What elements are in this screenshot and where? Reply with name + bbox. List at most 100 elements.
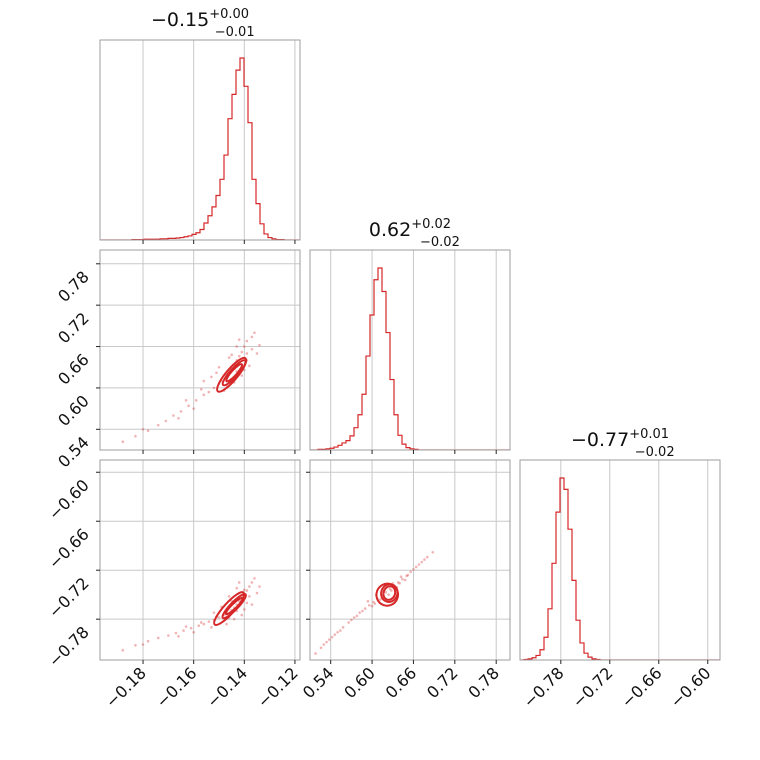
panel-frame [309,249,511,451]
sample-point [250,581,254,584]
sample-point [202,379,206,383]
sample-point [141,428,145,431]
sample-point [212,386,216,390]
title-median: 0.62 [369,219,411,241]
sample-point [361,609,364,613]
sample-point [248,364,251,368]
sample-point [240,374,244,377]
sample-point [177,416,180,420]
histogram-step-line [100,57,300,240]
sample-point [255,352,259,355]
x-tick-label: −0.16 [152,663,200,711]
panel-title-3: −0.77+0.01 [571,427,669,451]
sample-point [146,639,150,643]
panel-frame [99,459,301,661]
sample-point [387,593,390,596]
sample-point [179,410,183,413]
sample-point [167,634,170,637]
sample-point [199,621,203,624]
sample-point [390,589,393,592]
sample-point [197,624,201,628]
sample-point [396,581,400,584]
y-tick-label: −0.60 [45,476,93,524]
sample-point [182,629,185,632]
sample-point [156,423,160,427]
title-plus-error: +0.01 [629,427,669,442]
x-tick-label: −0.60 [666,663,714,711]
sample-point [174,631,178,635]
sample-point [232,617,236,621]
sample-point [333,633,337,636]
sample-point [227,356,231,359]
hist-panel-2 [309,249,511,451]
x-tick-label: −0.12 [254,663,302,711]
x-tick-label: 0.78 [464,663,503,702]
sample-point [189,626,193,630]
sample-point [202,393,206,397]
scatter-panel-1-3 [99,459,301,661]
sample-point [227,595,231,598]
panel-frame [309,459,511,661]
x-tick-label: −0.78 [520,663,568,711]
sample-point [405,574,408,578]
x-tick-label: −0.72 [569,663,617,711]
sample-point [339,629,342,632]
sample-point [409,570,412,574]
sample-point [322,643,326,646]
y-tick-label: 0.66 [54,350,93,389]
histogram-step-line [310,267,510,450]
density-contour [213,591,246,626]
sample-point [245,339,249,343]
y-tick-label: −0.72 [45,574,93,622]
panel-title-1: −0.15+0.00 [151,7,249,31]
sample-point [384,590,388,594]
sample-point [192,630,195,634]
sample-point [134,644,137,647]
title-plus-error: +0.02 [411,217,451,232]
density-contour [225,363,244,383]
sample-point [347,621,350,624]
sample-point [370,604,374,608]
sample-point [403,578,407,582]
sample-point [330,635,334,639]
scatter-content [314,550,435,655]
sample-point [164,419,168,423]
sample-point [401,577,404,581]
title-median: −0.15 [151,9,209,31]
sample-point [235,586,239,590]
title-minus-error: −0.02 [635,445,675,460]
sample-point [420,560,424,564]
sample-point [258,585,261,588]
sample-point [314,652,317,655]
sample-point [210,626,213,629]
sample-point [184,625,188,628]
sample-point [248,595,251,598]
sample-point [237,581,241,584]
sample-point [225,622,228,626]
sample-point [366,599,370,603]
sample-point [372,600,375,604]
y-tick-label: 0.72 [54,309,93,348]
sample-point [352,616,356,619]
sample-point [350,618,353,622]
sample-point [240,350,244,354]
sample-point [194,399,198,402]
title-minus-error: −0.01 [215,25,255,40]
x-tick-label: −0.14 [203,663,251,711]
sample-point [199,388,203,391]
sample-point [373,602,377,605]
sample-point [217,616,221,619]
y-tick-label: −0.78 [45,623,93,671]
density-contour [382,585,397,601]
density-contour [375,582,400,607]
sample-point [210,375,213,379]
sample-point [121,648,125,652]
histogram-step-line [520,477,720,660]
sample-point [414,565,418,569]
hist-panel-1 [99,39,301,241]
sample-point [202,622,206,626]
y-tick-label: 0.60 [54,391,93,430]
panel-frame [99,249,301,451]
sample-point [255,591,259,595]
